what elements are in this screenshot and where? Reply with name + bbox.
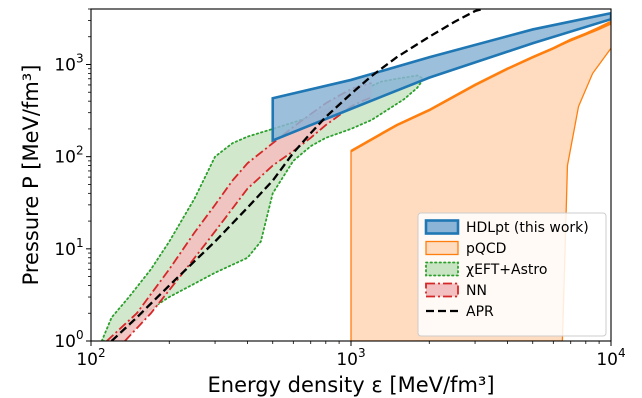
pqcd-lower-edge	[351, 47, 611, 341]
legend-label: χEFT+Astro	[466, 262, 547, 278]
y-tick-label: 103	[54, 51, 83, 75]
x-tick-label: 103	[336, 346, 365, 370]
legend-label: HDLpt (this work)	[466, 220, 589, 236]
x-tick-label: 102	[76, 346, 105, 370]
y-tick-label: 101	[54, 236, 83, 260]
legend-label: NN	[466, 283, 487, 299]
y-axis-label: Pressure P [MeV/fm³]	[19, 65, 43, 286]
pqcd-upper-thick	[350, 20, 611, 153]
legend-swatch-nn	[425, 282, 459, 298]
y-tick-label: 102	[54, 144, 83, 168]
x-tick-label: 104	[596, 346, 625, 370]
legend: HDLpt (this work) pQCD χEFT+Astro NN APR	[417, 212, 607, 337]
y-tick-label: 100	[54, 328, 83, 352]
nn-band	[106, 82, 372, 341]
nn-upper-edge	[106, 82, 372, 341]
legend-swatch-chieft	[425, 261, 459, 277]
apr-line	[110, 9, 483, 341]
legend-label: pQCD	[466, 241, 506, 257]
legend-swatch-pqcd	[425, 240, 459, 256]
x-axis-label: Energy density ε [MeV/fm³]	[207, 373, 494, 397]
legend-swatch-hdlpt	[424, 219, 460, 235]
legend-label: APR	[466, 304, 494, 320]
hdlpt-band	[271, 11, 611, 143]
legend-box	[417, 212, 607, 337]
